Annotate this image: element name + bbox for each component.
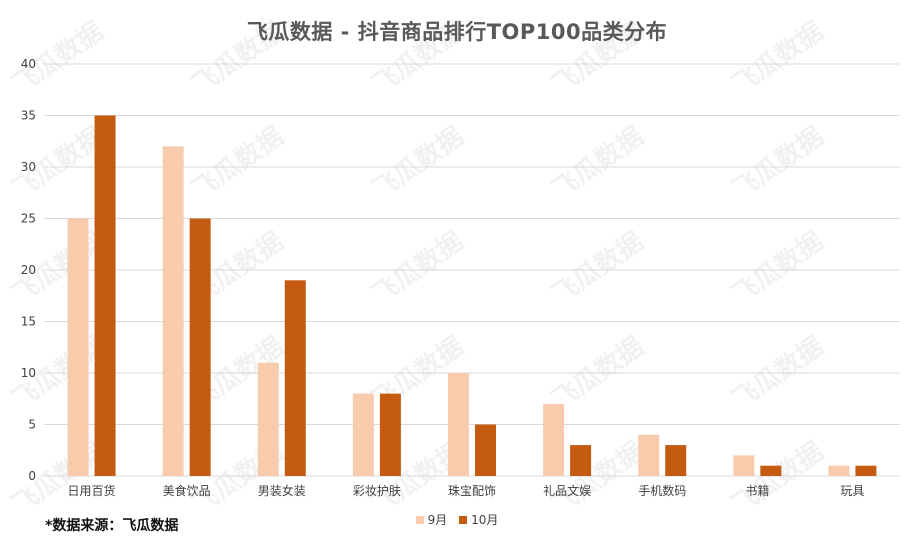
- x-axis-ticks: 日用百货 美食饮品 男装女装 彩妆护肤 珠宝配饰 礼品文娱 手机数码 书籍 玩具: [68, 483, 865, 498]
- watermark-text: 飞瓜数据: [727, 226, 829, 310]
- bar-september: [67, 218, 89, 476]
- legend-swatch-october: [459, 515, 468, 524]
- y-tick-label: 35: [21, 109, 36, 123]
- bar-october: [475, 424, 496, 476]
- bar-september: [257, 362, 279, 476]
- legend-label-october: 10月: [471, 513, 499, 527]
- y-tick-label: 15: [21, 315, 36, 329]
- bar-october: [379, 393, 401, 476]
- y-tick-label: 25: [21, 212, 36, 226]
- y-tick-label: 0: [28, 469, 36, 483]
- x-tick-label: 珠宝配饰: [448, 484, 496, 498]
- x-tick-label: 礼品文娱: [543, 483, 591, 498]
- watermark-text: 飞瓜数据: [727, 331, 829, 415]
- legend-label-september: 9月: [427, 513, 448, 527]
- watermark-text: 飞瓜数据: [7, 436, 109, 520]
- x-tick-label: 男装女装: [258, 483, 306, 498]
- bar-september: [162, 146, 184, 476]
- watermark-text: 飞瓜数据: [547, 331, 649, 415]
- source-note: *数据来源：飞瓜数据: [45, 518, 179, 534]
- bar-october: [855, 465, 877, 476]
- chart-title: 飞瓜数据 - 抖音商品排行TOP100品类分布: [246, 20, 668, 44]
- gridlines: [44, 63, 900, 477]
- x-tick-label: 日用百货: [68, 483, 116, 498]
- legend-item-october: 10月: [459, 511, 498, 528]
- legend-swatch-september: [415, 515, 424, 524]
- watermark-text: 飞瓜数据: [367, 121, 469, 205]
- watermark-text: 飞瓜数据: [547, 121, 649, 205]
- bar-september: [733, 455, 755, 476]
- x-tick-label: 手机数码: [638, 483, 686, 498]
- watermark-text: 飞瓜数据: [187, 121, 289, 205]
- bar-october: [760, 465, 782, 476]
- bar-october: [284, 280, 306, 476]
- bar-october: [570, 445, 592, 476]
- y-tick-label: 10: [21, 366, 36, 380]
- y-axis-ticks: 0 5 10 15 20 25 30 35 40: [21, 57, 36, 483]
- y-tick-label: 5: [28, 418, 36, 432]
- bar-october: [94, 115, 116, 476]
- y-tick-label: 40: [21, 57, 36, 71]
- bar-september: [828, 465, 850, 476]
- bar-september: [448, 373, 469, 476]
- watermark-text: 飞瓜数据: [727, 121, 829, 205]
- bar-september: [543, 403, 565, 476]
- y-tick-label: 30: [21, 160, 36, 174]
- x-tick-label: 彩妆护肤: [353, 483, 401, 498]
- bar-september: [638, 434, 660, 476]
- watermark-text: 飞瓜数据: [727, 436, 829, 520]
- x-tick-label: 美食饮品: [163, 483, 211, 498]
- watermark-text: 飞瓜数据: [547, 226, 649, 310]
- legend-item-september: 9月: [415, 511, 448, 528]
- watermark-text: 飞瓜数据: [367, 226, 469, 310]
- bar-october: [665, 445, 687, 476]
- bar-september: [352, 393, 374, 476]
- bars: [67, 115, 877, 476]
- bar-october: [189, 218, 211, 476]
- x-tick-label: 玩具: [840, 484, 864, 498]
- y-tick-label: 20: [21, 263, 36, 277]
- legend: 9月 10月: [0, 511, 914, 528]
- x-tick-label: 书籍: [745, 483, 769, 498]
